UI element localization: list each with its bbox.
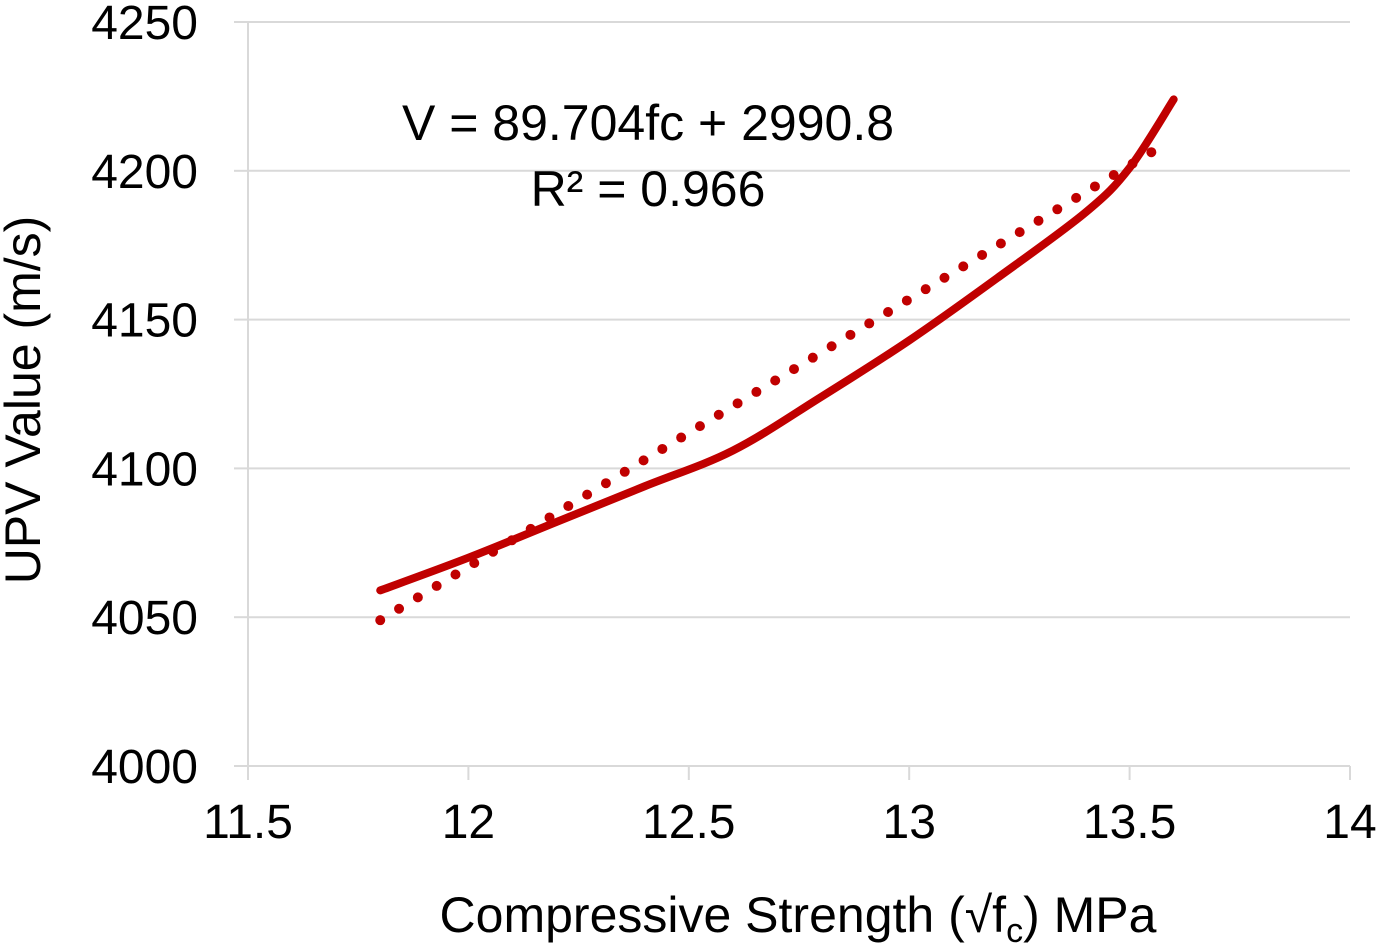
x-axis-title: Compressive Strength (√fc) MPa [440,887,1157,950]
y-tick-label: 4150 [91,295,198,348]
x-tick-label: 14 [1323,796,1376,849]
x-tick-label: 13.5 [1083,796,1176,849]
trendline-dotted [375,139,1170,626]
x-tick-label: 11.5 [203,796,293,849]
x-tick-label: 12.5 [642,796,735,849]
y-tick-label: 4200 [91,146,198,199]
y-tick-label: 4050 [91,592,198,645]
y-tick-label: 4000 [91,741,198,794]
y-tick-label: 4250 [91,0,198,50]
x-axis-title-main: Compressive Strength (√f [440,887,1007,943]
x-axis-title-subscript: c [1006,912,1023,950]
trendline-equation: V = 89.704fc + 2990.8 [402,95,894,151]
data-series-line [376,95,1178,595]
tick-labels: 4000 4050 4100 4150 4200 4250 11.5 12 12.5 13 13.5… [91,0,1376,849]
series-layer [375,95,1178,626]
x-tick-label: 13 [883,796,936,849]
y-tick-label: 4100 [91,443,198,496]
x-tick-label: 12 [442,796,495,849]
r-squared-label: R² = 0.966 [531,161,766,217]
y-axis-title: UPV Value (m/s) [0,216,51,585]
gridlines [248,21,1350,619]
axes [234,21,1351,780]
x-axis-title-suffix: ) MPa [1023,887,1157,943]
